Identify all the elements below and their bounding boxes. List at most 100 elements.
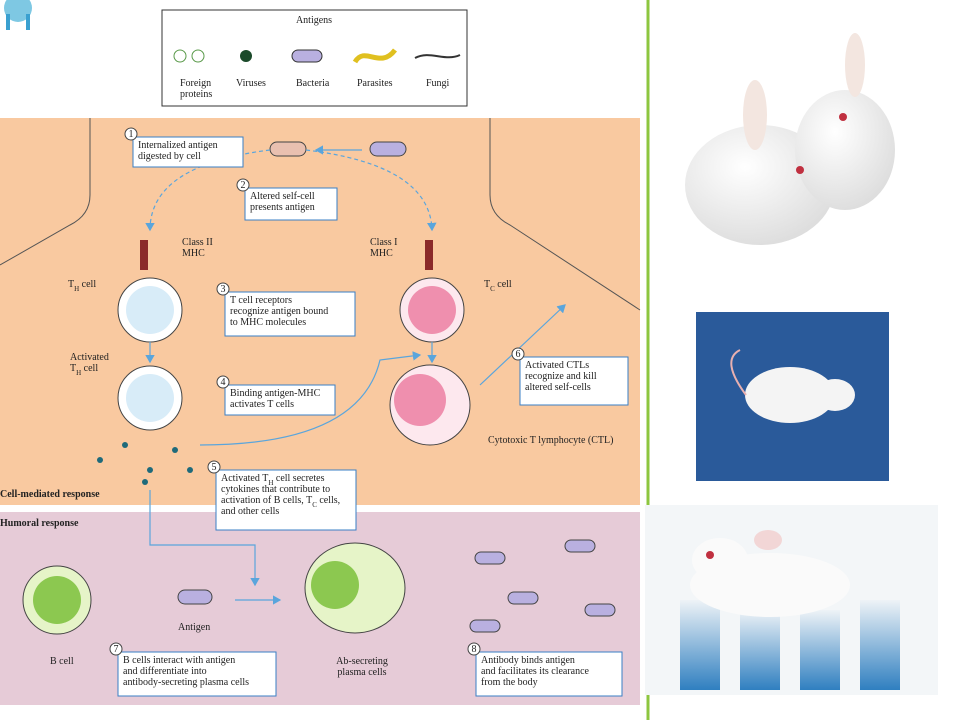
text-line: Cell-mediated response	[0, 489, 100, 500]
subscript: H	[76, 369, 81, 377]
text-segment: Activated CTLs	[525, 360, 589, 371]
text-segment: T	[484, 279, 490, 290]
text-segment: from the body	[481, 677, 538, 688]
text-line: digested by cell	[138, 151, 201, 162]
text-segment: B cells interact with antigen	[123, 655, 235, 666]
step-number: 7	[114, 644, 119, 655]
text-segment: T cell receptors	[230, 295, 292, 306]
text-line: presents antigen	[250, 202, 315, 213]
corner-icon	[4, 0, 32, 30]
step-text: Internalized antigen digested by cell	[138, 140, 218, 162]
text-line: from the body	[481, 677, 538, 688]
diagram-label: Class I MHC	[370, 237, 398, 259]
step-number-circle	[467, 642, 481, 656]
text-line: Ab-secreting	[336, 656, 388, 667]
diagram-label: Antigen	[178, 622, 210, 633]
text-segment: antibody-secreting plasma cells	[123, 677, 249, 688]
text-segment: cell	[495, 279, 512, 290]
text-segment: Humoral response	[0, 518, 79, 529]
step-text: Altered self-cell presents antigen	[250, 191, 315, 213]
step-number-circle	[216, 375, 230, 389]
text-segment: cytokines that contribute to	[221, 484, 330, 495]
step-number: 2	[241, 180, 246, 191]
legend-item-line: Fungi	[426, 78, 450, 89]
text-line: Activated CTLs	[525, 360, 589, 371]
text-segment: altered self-cells	[525, 382, 591, 393]
text-line: MHC	[370, 248, 393, 259]
text-segment: cells,	[317, 495, 340, 506]
diagram-label: Cell-mediated response	[0, 489, 100, 500]
text-line: activates T cells	[230, 399, 294, 410]
text-segment: cell	[79, 279, 96, 290]
subscript: C	[490, 285, 495, 293]
step-box	[519, 356, 629, 406]
step-text: T cell receptors recognize antigen bound t…	[230, 295, 328, 328]
text-segment: and facilitates its clearance	[481, 666, 590, 677]
step-number: 5	[212, 462, 217, 473]
legend-item-line: Bacteria	[296, 78, 330, 89]
step-box	[224, 291, 356, 337]
text-line: cytokines that contribute to	[221, 484, 330, 495]
text-line: and facilitates its clearance	[481, 666, 590, 677]
text-line: Humoral response	[0, 518, 79, 529]
text-line: T cell receptors	[230, 295, 292, 306]
text-line: Internalized antigen	[138, 140, 218, 151]
text-segment: Altered self-cell	[250, 191, 315, 202]
step-text: Activated TH cell secretes cytokines that…	[221, 473, 340, 517]
legend-item: Viruses	[236, 78, 266, 89]
legend-item: Fungi	[426, 78, 450, 89]
text-segment: recognize antigen bound	[230, 306, 328, 317]
text-line: MHC	[182, 248, 205, 259]
text-line: B cells interact with antigen	[123, 655, 235, 666]
text-line: B cell	[50, 656, 74, 667]
step-number: 6	[516, 349, 521, 360]
legend-icons	[173, 48, 461, 64]
text-segment: plasma cells	[337, 667, 386, 678]
text-segment: Binding antigen-MHC	[230, 388, 321, 399]
text-line: Activated TH cell secretes	[221, 473, 325, 487]
text-segment: MHC	[182, 248, 205, 259]
diagram-label: TC cell	[484, 279, 512, 293]
text-segment: MHC	[370, 248, 393, 259]
text-segment: Cell-mediated response	[0, 489, 100, 500]
step-box	[244, 187, 338, 221]
text-segment: Activated T	[221, 473, 268, 484]
text-line: and differentiate into	[123, 666, 207, 677]
step-box	[475, 651, 623, 697]
text-line: to MHC molecules	[230, 317, 306, 328]
text-segment: cell	[81, 363, 98, 374]
text-line: Altered self-cell	[250, 191, 315, 202]
text-segment: Class II	[182, 237, 213, 248]
step-box	[215, 469, 357, 531]
text-segment: T	[68, 279, 74, 290]
step-number: 4	[221, 377, 226, 388]
step-text: Binding antigen-MHC activates T cells	[230, 388, 321, 410]
step-text: Activated CTLs recognize and kill altered …	[525, 360, 597, 393]
subscript: H	[74, 285, 79, 293]
diagram-label: Activated TH cell	[70, 352, 109, 377]
text-segment: to MHC molecules	[230, 317, 306, 328]
text-segment: digested by cell	[138, 151, 201, 162]
step-text: Antibody binds antigen and facilitates it…	[481, 655, 590, 688]
text-segment: T	[70, 363, 76, 374]
text-segment: Class I	[370, 237, 398, 248]
step-number: 3	[221, 284, 226, 295]
step-number-circle	[207, 460, 221, 474]
text-line: Cytotoxic T lymphocyte (CTL)	[488, 435, 613, 446]
step-text: B cells interact with antigen and differe…	[123, 655, 249, 688]
text-segment: Antibody binds antigen	[481, 655, 575, 666]
diagram-label: Humoral response	[0, 518, 79, 529]
legend-item-line: Viruses	[236, 78, 266, 89]
diagram-label: Class II MHC	[182, 237, 213, 259]
text-line: altered self-cells	[525, 382, 591, 393]
text-line: activation of B cells, TC cells,	[221, 495, 340, 509]
text-line: and other cells	[221, 506, 279, 517]
step-box	[117, 651, 277, 697]
text-line: TH cell	[68, 279, 96, 293]
diagram-label: TH cell	[68, 279, 96, 293]
text-segment: presents antigen	[250, 202, 315, 213]
membrane	[0, 118, 641, 311]
legend-title: Antigens	[296, 15, 332, 26]
text-segment: and differentiate into	[123, 666, 207, 677]
text-segment: Ab-secreting	[336, 656, 388, 667]
